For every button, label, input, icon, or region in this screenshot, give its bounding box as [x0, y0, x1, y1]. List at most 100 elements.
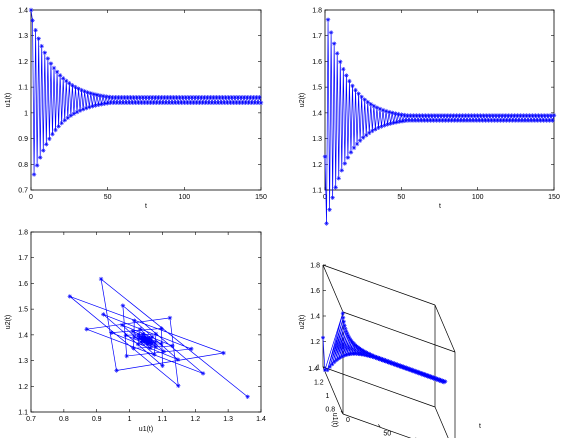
x-tick-label-3d: 1.4: [308, 366, 318, 373]
data-point: [52, 66, 56, 70]
data-point: [385, 122, 389, 126]
data-point: [53, 128, 57, 132]
data-point: [162, 349, 166, 353]
data-point-3d: [343, 323, 347, 327]
y-tick-label: 1.1: [18, 410, 28, 417]
y-tick-label: 1.4: [18, 332, 28, 339]
data-point: [367, 131, 371, 135]
data-point: [64, 79, 68, 83]
data-point: [329, 30, 333, 34]
plot-area-phase-plane: [31, 232, 261, 412]
x-axis-label-u1-vs-t: t: [145, 203, 147, 210]
data-point: [90, 104, 94, 108]
data-point: [257, 95, 261, 99]
data-point: [33, 28, 37, 32]
data-point: [87, 105, 91, 109]
data-point: [346, 155, 350, 159]
x-tick-label: 0.9: [92, 416, 102, 423]
data-point: [92, 92, 96, 96]
x-tick-label: 1.3: [223, 416, 233, 423]
data-point-3d: [443, 380, 447, 384]
data-point: [326, 17, 330, 21]
x-tick-label: 0.7: [26, 416, 36, 423]
data-point: [121, 303, 125, 307]
y-axis-label-3d: t: [479, 423, 481, 430]
y-tick-label: 1.8: [312, 8, 322, 15]
data-point: [343, 161, 347, 165]
data-point: [63, 118, 67, 122]
data-point: [324, 221, 328, 225]
series-line-3d: [323, 313, 445, 382]
data-point: [93, 103, 97, 107]
data-point: [69, 113, 73, 117]
x-tick-label: 1.1: [158, 416, 168, 423]
chart-3d-trajectory: 11.21.41.61.80.811.21.4050100150 u2(t) u…: [299, 263, 481, 439]
data-point: [398, 119, 402, 123]
x-axis-label-phase-plane: u1(t): [139, 426, 153, 433]
data-point: [341, 67, 345, 71]
data-point: [68, 294, 72, 298]
data-point: [395, 120, 399, 124]
data-point-3d: [325, 368, 329, 372]
data-point: [47, 137, 51, 141]
data-point: [41, 148, 45, 152]
z-tick-label: 1.6: [310, 288, 320, 295]
data-point: [130, 329, 134, 333]
data-point-3d: [343, 326, 347, 330]
data-point: [89, 91, 93, 95]
x-tick-label: 50: [104, 194, 112, 201]
data-point: [29, 8, 33, 12]
data-point: [148, 346, 152, 350]
data-point: [160, 364, 164, 368]
data-point: [340, 168, 344, 172]
data-point: [102, 102, 106, 106]
data-point: [136, 342, 140, 346]
data-point: [131, 346, 135, 350]
data-point: [159, 326, 163, 330]
y-tick-label: 1.2: [312, 162, 322, 169]
data-point: [364, 133, 368, 137]
y-tick-label: 1.3: [18, 358, 28, 365]
data-point: [159, 342, 163, 346]
data-point: [366, 100, 370, 104]
data-point: [335, 51, 339, 55]
x-tick-label: 50: [397, 194, 405, 201]
data-point: [362, 97, 366, 101]
data-point: [176, 357, 180, 361]
y-tick-label-3d: 50: [383, 430, 391, 437]
y-tick-label: 1.1: [18, 85, 28, 92]
data-point: [101, 94, 105, 98]
x-tick-label: 1.2: [190, 416, 200, 423]
data-point-3d: [321, 336, 325, 340]
data-point: [382, 123, 386, 127]
data-point: [43, 51, 47, 55]
data-point: [136, 333, 140, 337]
data-point: [344, 73, 348, 77]
data-point: [46, 56, 50, 60]
x-axis-label-3d: u1(t): [331, 413, 338, 427]
data-point: [349, 150, 353, 154]
data-point: [353, 88, 357, 92]
data-point: [350, 84, 354, 88]
data-point: [35, 163, 39, 167]
y-axis-label-phase-plane: u2(t): [5, 315, 12, 329]
x-tick-label-3d: 1.2: [314, 379, 324, 386]
y-tick-label: 1.6: [18, 281, 28, 288]
data-point: [99, 277, 103, 281]
y-tick-label: 1.2: [18, 59, 28, 66]
data-point: [390, 111, 394, 115]
data-point: [86, 90, 90, 94]
y-tick-label: 1.8: [18, 230, 28, 237]
data-point: [355, 142, 359, 146]
z-tick-label: 1.8: [310, 263, 320, 270]
data-point: [124, 333, 128, 337]
data-point: [30, 18, 34, 22]
data-point-3d: [342, 320, 346, 324]
y-tick-label: 1.3: [312, 136, 322, 143]
data-point: [361, 135, 365, 139]
data-point: [144, 338, 148, 342]
x-tick-label: 1.4: [256, 416, 266, 423]
y-tick-label: 1.5: [18, 307, 28, 314]
